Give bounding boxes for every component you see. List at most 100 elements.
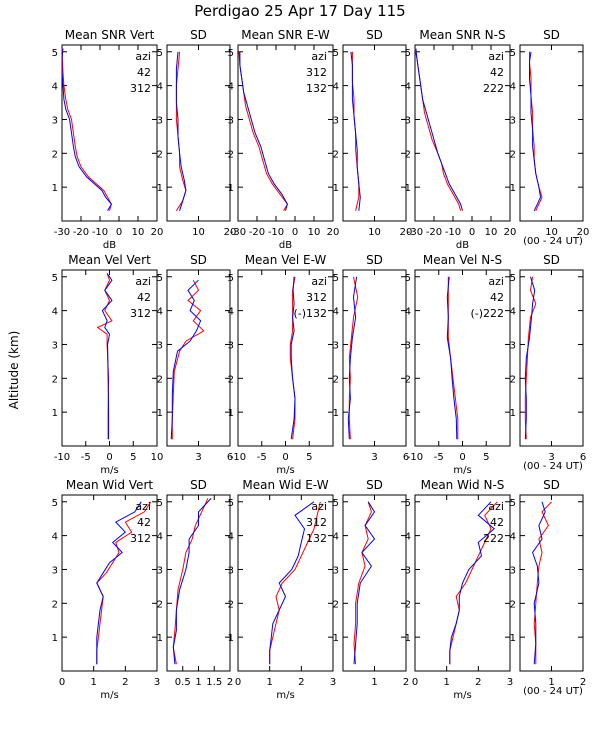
x-axis-label: m/s [276,690,294,701]
panel-frame [414,44,511,222]
legend-entry: 42 [490,516,504,529]
panel-0-1: SD 1 2 3 4 5 10 20 [157,28,237,238]
y-tick-label: 3 [405,340,411,351]
y-tick-label: 4 [52,82,58,93]
legend-entry: 42 [137,516,151,529]
y-tick-label: 2 [52,149,58,160]
series-line-222 [415,48,463,211]
series-line-312 [175,51,187,211]
y-tick-label: 2 [157,149,163,160]
y-tick-label: 1 [405,408,411,419]
legend-entry: azi [135,500,151,513]
series-line-222 [446,276,458,440]
series-line-222 [449,501,495,665]
legend-entry: azi [311,275,327,288]
legend-entry: azi [488,500,504,513]
y-tick-label: 4 [333,532,339,543]
panel-frame [519,269,584,447]
series-line-42 [61,48,112,211]
y-tick-label: 4 [405,82,411,93]
panel-title: Mean SNR Vert [65,28,155,42]
panel-2-5: SD 1 2 3 4 5 1 2 [510,478,587,688]
legend-entry: azi [135,50,151,63]
y-tick-label: 4 [157,82,163,93]
y-tick-label: 3 [228,115,234,126]
x-tick-label: 5 [130,452,136,463]
x-tick-label: 3 [371,452,377,463]
y-tick-label: 2 [157,374,163,385]
y-tick-label: 3 [157,115,163,126]
y-tick-label: 1 [405,183,411,194]
series-line-42 [529,51,543,212]
y-tick-label: 2 [228,599,234,610]
x-tick-label: 6 [403,452,409,463]
y-tick-label: 2 [228,374,234,385]
y-tick-label: 1 [333,408,339,419]
x-tick-label: 3 [330,677,336,688]
series-line-132 [347,276,358,440]
x-tick-label: -20 [73,227,89,238]
series-line-312 [353,501,372,665]
y-tick-label: 1 [52,183,58,194]
panel-title: Mean Wid E-W [242,478,328,492]
legend-entry: 222 [483,82,504,95]
x-tick-label: 3 [507,677,513,688]
x-tick-label: 10 [192,227,205,238]
x-tick-label: 2 [475,677,481,688]
y-tick-label: 5 [333,498,339,509]
x-tick-label: 3 [548,452,554,463]
panel-frame [61,44,158,222]
x-tick-label: 10 [485,227,498,238]
y-tick-label: 3 [157,340,163,351]
x-axis-label: m/s [453,690,471,701]
panel-frame [61,494,158,672]
y-tick-label: 3 [405,565,411,576]
y-tick-label: 1 [333,183,339,194]
panel-frame [342,269,407,447]
panel-title: Mean SNR E-W [241,28,330,42]
y-tick-label: 3 [510,565,516,576]
x-tick-label: 0 [292,227,298,238]
x-tick-label: -5 [81,452,91,463]
x-tick-label: 0.5 [175,677,191,688]
series-line-132 [239,51,288,211]
x-tick-label: 20 [151,227,164,238]
x-tick-label: 20 [577,227,590,238]
x-tick-label: 5 [483,452,489,463]
panel-0-5: SD 1 2 3 4 5 10 20 [510,28,590,238]
panel-title: SD [543,253,560,267]
x-tick-label: 6 [580,452,586,463]
time-note-row-2: (00 - 24 UT) [523,461,583,472]
panel-title: SD [190,253,207,267]
series-line-132 [353,501,376,665]
legend-entry: 312 [130,307,151,320]
x-tick-label: 1 [90,677,96,688]
series-line-42 [96,501,152,665]
panel-title: SD [366,478,383,492]
y-tick-label: 4 [52,307,58,318]
y-tick-label: 1 [157,633,163,644]
x-tick-label: 2 [580,677,586,688]
panel-frame [237,44,334,222]
legend-entry: 132 [306,82,327,95]
y-tick-label: 5 [510,273,516,284]
panel-title: SD [366,28,383,42]
panel-1-2: Mean Vel E-W 1 2 3 4 5 -10 -5 0 5 m/s azi 312 (-)132 [228,253,334,476]
series-line-222 [524,276,536,440]
x-tick-label: -20 [426,227,442,238]
x-tick-label: 2 [227,677,233,688]
legend-entry: 42 [490,291,504,304]
y-tick-label: 2 [333,599,339,610]
y-tick-label: 5 [405,273,411,284]
x-tick-label: -5 [434,452,444,463]
panel-1-5: SD 1 2 3 4 5 3 6 [510,253,587,463]
panel-title: Mean Wid N-S [421,478,505,492]
legend-entry: 312 [306,291,327,304]
y-tick-label: 2 [510,599,516,610]
legend-entry: 312 [306,66,327,79]
panel-1-1: SD 1 2 3 4 5 3 6 [157,253,234,463]
y-tick-label: 3 [228,340,234,351]
